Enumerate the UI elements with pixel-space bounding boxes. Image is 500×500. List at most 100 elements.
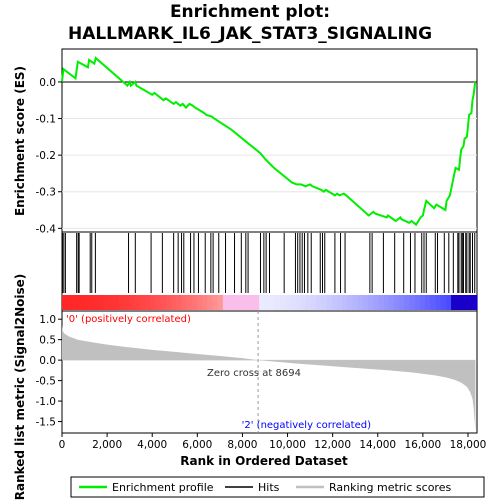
x-tick-label: 16,000 xyxy=(404,439,441,451)
rank-bar-segment xyxy=(259,295,265,310)
es-y-tick-label: -0.3 xyxy=(36,187,57,199)
es-y-ticks: 0.0 -0.1 -0.2 -0.3 -0.4 xyxy=(36,77,62,235)
rank-bar-segment xyxy=(435,295,442,310)
x-tick-label: 6,000 xyxy=(182,439,212,451)
rank-bar-segment xyxy=(471,295,478,310)
rank-bar-segment xyxy=(388,295,395,310)
metric-y-ticks: 1.0 0.5 0.0 -0.5 -1.0 -1.5 xyxy=(36,314,62,429)
rank-bar-segment xyxy=(207,295,214,310)
rank-bar-segment xyxy=(103,295,110,310)
rank-bar-segment xyxy=(362,295,369,310)
positive-correlation-label: '0' (positively correlated) xyxy=(66,314,191,325)
rank-bar-segment xyxy=(191,295,198,310)
rank-bar-segment xyxy=(186,295,193,310)
rank-bar-segment xyxy=(165,295,172,310)
legend-frame xyxy=(70,476,485,498)
rank-bar-segment xyxy=(368,295,374,310)
rank-bar-segment xyxy=(316,295,322,310)
rank-bar-segment xyxy=(170,295,177,310)
rank-bar-segment xyxy=(77,295,84,310)
rank-bar-segment xyxy=(98,295,105,310)
rank-bar-segment xyxy=(222,295,229,310)
es-y-axis-label: Enrichment score (ES) xyxy=(13,66,27,216)
rank-bar-segment xyxy=(461,295,468,310)
legend-ranking-label: Ranking metric scores xyxy=(329,481,451,494)
rank-bar-segment xyxy=(409,295,416,310)
rank-bar-segment xyxy=(419,295,426,310)
x-tick-label: 12,000 xyxy=(314,439,351,451)
rank-bar-segment xyxy=(269,295,276,310)
rank-bar-segment xyxy=(445,295,452,310)
rank-bar-segment xyxy=(155,295,162,310)
zero-cross-label: Zero cross at 8694 xyxy=(207,368,301,379)
rank-bar-segment xyxy=(82,295,89,310)
rank-bar-segment xyxy=(451,295,457,310)
rank-bar-segment xyxy=(311,295,317,310)
rank-bar-segment xyxy=(176,295,182,310)
rank-bar-segment xyxy=(119,295,125,310)
rank-bar-segment xyxy=(305,295,312,310)
rank-bar-segment xyxy=(67,295,73,310)
rank-bar-segment xyxy=(139,295,146,310)
enrichment-profile-line xyxy=(61,56,477,227)
rank-bar-segment xyxy=(373,295,380,310)
metric-y-tick-label: 0.5 xyxy=(39,335,56,347)
rank-bar-segment xyxy=(326,295,333,310)
rank-bar-segment xyxy=(378,295,385,310)
hit-marks xyxy=(61,233,476,293)
rank-bar-segment xyxy=(300,295,307,310)
rank-bar-segment xyxy=(425,295,431,310)
es-y-tick-label: -0.1 xyxy=(36,114,57,126)
es-y-tick-label: -0.2 xyxy=(36,150,57,162)
x-tick-label: 8,000 xyxy=(227,439,257,451)
rank-bar-segment xyxy=(160,295,167,310)
rank-bar-segment xyxy=(243,295,250,310)
rank-bar-segment xyxy=(212,295,219,310)
rank-bar-segment xyxy=(399,295,405,310)
rank-bar-segment xyxy=(290,295,297,310)
ranking-metric-area xyxy=(62,325,476,431)
x-axis-label: Rank in Ordered Dataset xyxy=(180,454,348,468)
rank-bar-segment xyxy=(414,295,421,310)
metric-y-tick-label: -1.0 xyxy=(36,396,57,408)
rank-bar-segment xyxy=(352,295,359,310)
rank-bar-segment xyxy=(440,295,447,310)
rank-bar-segment xyxy=(394,295,400,310)
rank-bar-segment xyxy=(93,295,99,310)
rank-bar-segment xyxy=(108,295,115,310)
metric-y-tick-label: -1.5 xyxy=(36,417,57,429)
rank-color-bar xyxy=(62,295,478,310)
x-tick-label: 18,000 xyxy=(450,439,487,451)
rank-bar-segment xyxy=(347,295,354,310)
rank-bar-segment xyxy=(466,295,473,310)
es-panel-frame xyxy=(61,48,478,233)
x-axis-ticks: 0 2,000 4,000 6,000 8,000 10,000 12,000 14,000 1… xyxy=(59,433,487,451)
rank-bar-segment xyxy=(238,295,245,310)
rank-bar-segment xyxy=(62,295,68,310)
rank-bar-segment xyxy=(336,295,343,310)
x-tick-label: 10,000 xyxy=(269,439,306,451)
es-y-tick-label: -0.4 xyxy=(36,223,57,235)
rank-bar-segment xyxy=(404,295,411,310)
chart-title: Enrichment plot: xyxy=(170,2,330,22)
legend-hits-label: Hits xyxy=(258,481,280,494)
rank-bar-segment xyxy=(253,295,260,310)
rank-bar-segment xyxy=(228,295,234,310)
rank-bar-segment xyxy=(202,295,208,310)
rank-bar-segment xyxy=(295,295,302,310)
x-tick-label: 2,000 xyxy=(92,439,122,451)
rank-bar-segment xyxy=(129,295,136,310)
rank-bar-segment xyxy=(264,295,271,310)
metric-y-tick-label: 0.0 xyxy=(39,355,56,367)
rank-bar-segment xyxy=(145,295,151,310)
rank-bar-segment xyxy=(456,295,463,310)
rank-bar-segment xyxy=(217,295,224,310)
rank-bar-segment xyxy=(321,295,328,310)
legend: Enrichment profile Hits Ranking metric s… xyxy=(70,476,485,498)
rank-bar-segment xyxy=(150,295,156,310)
rank-bar-segment xyxy=(357,295,364,310)
rank-bar-segment xyxy=(72,295,79,310)
es-y-tick-label: 0.0 xyxy=(39,77,56,89)
rank-bar-segment xyxy=(279,295,286,310)
